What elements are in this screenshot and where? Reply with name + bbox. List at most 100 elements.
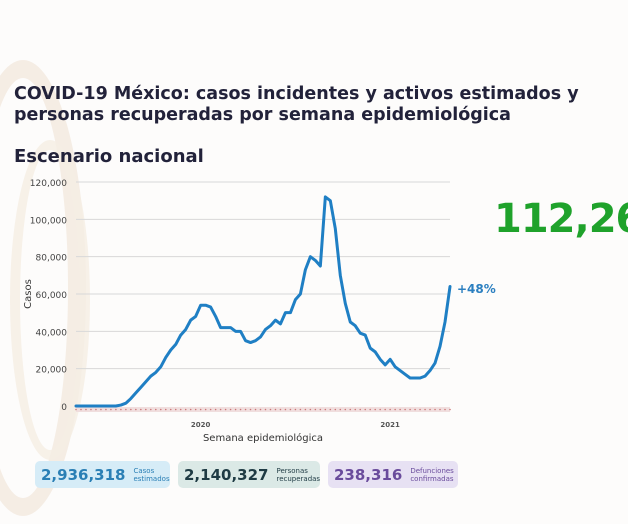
week-tick [384, 408, 386, 411]
week-tick [359, 408, 362, 411]
week-tick [140, 408, 142, 411]
y-tick-label: 20,000 [36, 366, 68, 376]
week-tick [339, 408, 342, 411]
week-tick [294, 408, 297, 411]
week-tick [369, 408, 372, 411]
change-label: +48% [457, 282, 496, 296]
week-tick [354, 408, 357, 411]
chart-title: COVID-19 México: casos incidentes y acti… [14, 84, 579, 125]
week-tick [135, 408, 137, 411]
y-tick-label: 60,000 [36, 291, 68, 301]
week-tick [329, 408, 332, 411]
week-tick [424, 408, 426, 411]
week-tick [184, 408, 187, 411]
week-tick [279, 408, 282, 411]
week-tick [364, 408, 367, 411]
week-tick [379, 408, 381, 411]
week-tick [244, 408, 247, 411]
week-tick [159, 408, 162, 411]
card-value: 238,316 [334, 465, 403, 484]
x-year-label: 2020 [191, 421, 211, 429]
week-tick [219, 408, 222, 411]
series-line [74, 195, 452, 408]
week-tick [399, 408, 401, 411]
week-tick [284, 408, 287, 411]
card-value: 2,140,327 [184, 465, 269, 484]
week-tick [209, 408, 212, 411]
week-tick [434, 408, 436, 411]
y-tick-label: 0 [61, 403, 67, 413]
week-tick [125, 408, 127, 411]
week-tick [269, 408, 272, 411]
ornament-decoration-inner [10, 140, 90, 460]
week-tick [100, 408, 102, 411]
week-tick [194, 408, 197, 411]
week-tick [95, 408, 97, 411]
card-label: Defunciones confirmadas [410, 466, 454, 483]
week-tick [324, 408, 327, 411]
y-tick-label: 40,000 [36, 328, 68, 338]
week-tick [164, 408, 167, 411]
week-tick [154, 408, 157, 411]
week-tick [274, 408, 277, 411]
week-tick [444, 408, 446, 411]
y-tick-label: 120,000 [30, 179, 67, 189]
card-defunciones-confirmadas: 238,316 Defunciones confirmadas [328, 461, 458, 488]
week-tick [179, 408, 182, 411]
week-tick [319, 408, 322, 411]
week-tick [259, 408, 262, 411]
card-personas-recuperadas: 2,140,327 Personas recuperadas [178, 461, 320, 488]
week-tick [90, 408, 92, 411]
week-tick [249, 408, 252, 411]
y-tick-label: 100,000 [30, 216, 67, 226]
week-tick [314, 408, 317, 411]
week-tick [439, 408, 441, 411]
week-tick [85, 408, 87, 411]
highlight-value: 112,261 [494, 196, 628, 242]
week-tick [80, 408, 82, 411]
week-tick [174, 408, 177, 411]
week-tick [150, 408, 152, 411]
week-tick [254, 408, 257, 411]
y-tick-label: 80,000 [36, 254, 68, 264]
week-tick [349, 408, 352, 411]
card-label: Casos estimados [133, 466, 170, 483]
week-tick [110, 408, 112, 411]
week-tick [199, 408, 202, 411]
week-tick [120, 408, 122, 411]
week-tick [214, 408, 217, 411]
week-tick [334, 408, 337, 411]
week-tick [224, 408, 227, 411]
y-axis-label: Casos [23, 279, 34, 309]
week-tick [344, 408, 347, 411]
card-casos-estimados: 2,936,318 Casos estimados [35, 461, 170, 488]
week-tick [414, 408, 416, 411]
x-year-label: 2021 [380, 421, 400, 429]
week-tick [130, 408, 132, 411]
week-tick [299, 408, 302, 411]
week-tick [429, 408, 431, 411]
week-tick [115, 408, 117, 411]
week-tick [374, 408, 377, 411]
week-tick [189, 408, 192, 411]
week-tick [264, 408, 267, 411]
week-tick [229, 408, 232, 411]
week-tick [309, 408, 312, 411]
week-tick [239, 408, 242, 411]
week-tick [449, 408, 451, 411]
week-tick [204, 408, 207, 411]
x-axis-week-strip [76, 407, 450, 412]
week-tick [394, 408, 396, 411]
week-tick [304, 408, 307, 411]
week-tick [169, 408, 172, 411]
chart-subtitle: Escenario nacional [14, 146, 204, 167]
week-tick [419, 408, 421, 411]
x-axis-label: Semana epidemiológica [203, 432, 323, 444]
week-tick [389, 408, 391, 411]
week-tick [409, 408, 411, 411]
week-tick [234, 408, 237, 411]
card-value: 2,936,318 [41, 465, 126, 484]
week-tick [75, 408, 77, 411]
